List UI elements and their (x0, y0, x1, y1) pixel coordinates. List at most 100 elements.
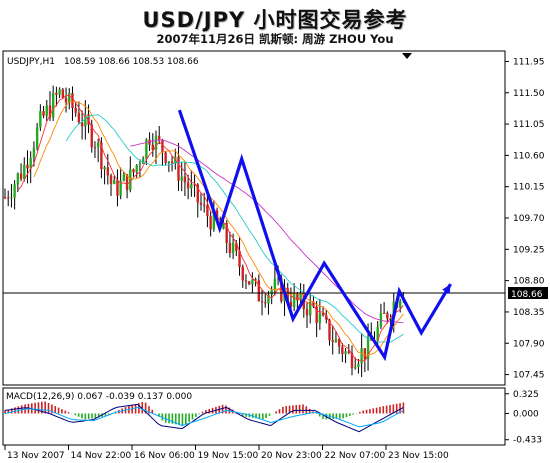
candle-body (170, 161, 174, 164)
time-tick-label: 14 Nov 22:00 (71, 451, 132, 461)
candle-body (84, 114, 87, 127)
candle-body (100, 142, 103, 170)
candle-body (71, 93, 74, 109)
forecast-arrow-icon (442, 284, 451, 295)
candle-body (273, 278, 277, 290)
candle-body (222, 222, 225, 229)
candle-body (325, 315, 328, 320)
candle-body (177, 156, 180, 181)
candle-body (350, 352, 354, 369)
candle-body (29, 158, 32, 169)
candle-body (93, 147, 97, 149)
candle-body (190, 184, 193, 189)
candle-body (186, 182, 190, 189)
price-tick-label: 108.35 (513, 308, 545, 318)
candle-body (389, 318, 392, 320)
candle-body (61, 89, 65, 98)
price-tick-label: 110.60 (513, 151, 545, 161)
candle-body (212, 210, 216, 230)
candle-body (48, 105, 52, 118)
candle-body (151, 144, 154, 150)
moving-average-line (130, 139, 404, 324)
candle-body (347, 351, 350, 353)
candle-body (260, 301, 264, 303)
chart-subtitle: 2007年11月26日 凯斯顿: 周游 ZHOU You (156, 32, 394, 46)
price-tick-label: 107.90 (513, 339, 545, 349)
annotation-layer (177, 109, 452, 362)
candle-body (315, 306, 318, 324)
candle-body (235, 242, 238, 251)
candle-body (68, 93, 71, 103)
candle-body (363, 348, 367, 360)
candle-body (135, 165, 138, 173)
candle-body (183, 176, 187, 183)
time-tick-label: 13 Nov 2007 (7, 451, 65, 461)
candle-body (16, 173, 20, 185)
candle-body (58, 89, 61, 95)
candle-body (158, 135, 161, 140)
candle-body (19, 173, 23, 179)
macd-tick-label: 0.325 (513, 390, 539, 400)
candle-body (122, 174, 126, 181)
candle-body (51, 92, 55, 118)
price-tick-label: 109.25 (513, 245, 545, 255)
candle-body (148, 139, 151, 145)
candle-body (193, 184, 196, 186)
price-tick-label: 110.15 (513, 183, 545, 193)
time-axis: 13 Nov 2007 14 Nov 22:00 16 Nov 06:00 19 No… (4, 445, 449, 461)
candle-body (206, 204, 209, 217)
candle-body (132, 169, 135, 173)
candle-body (125, 174, 129, 191)
candle-body (299, 292, 302, 301)
candle-body (309, 301, 312, 316)
candle-body (366, 336, 370, 360)
candle-body (23, 164, 26, 179)
candle-body (280, 277, 283, 302)
candle-body (238, 250, 241, 268)
time-tick-label: 20 Nov 23:00 (261, 451, 322, 461)
price-tick-label: 111.50 (513, 89, 545, 99)
price-tick-label: 108.80 (513, 277, 545, 287)
candle-body (360, 348, 363, 364)
candle-body (270, 289, 273, 295)
candle-body (382, 312, 386, 314)
ohlc-label: 108.59 108.66 108.53 108.66 (64, 57, 199, 67)
candle-body (145, 139, 148, 159)
candle-body (45, 105, 48, 116)
macd-layer (4, 401, 405, 433)
candle-body (161, 139, 164, 153)
candle-body (341, 346, 344, 355)
candle-body (141, 158, 145, 164)
candle-body (74, 108, 77, 113)
candle-body (276, 277, 280, 279)
candle-body (80, 122, 84, 127)
candle-body (113, 180, 116, 184)
candle-body (35, 127, 39, 148)
candle-body (318, 313, 322, 324)
candle-body (3, 197, 7, 199)
candle-body (376, 326, 379, 341)
moving-averages-layer (17, 95, 404, 362)
candle-body (357, 363, 360, 367)
candle-body (39, 111, 42, 128)
chart-title: USD/JPY 小时图交易参考 (142, 8, 408, 32)
time-tick-label: 23 Nov 15:00 (388, 451, 449, 461)
price-panel (2, 50, 506, 386)
price-tick-label: 111.95 (513, 57, 545, 67)
candle-body (267, 294, 270, 304)
candle-body (386, 313, 389, 319)
candle-body (116, 180, 119, 196)
candle-body (164, 152, 167, 163)
candle-body (264, 302, 267, 304)
candle-body (312, 301, 315, 307)
price-tick-label: 111.05 (513, 120, 545, 130)
current-price-box (508, 287, 548, 299)
candle-body (254, 279, 257, 281)
candle-body (96, 142, 100, 148)
candle-body (334, 339, 338, 343)
macd-line (4, 403, 404, 433)
candle-body (7, 197, 10, 199)
candle-body (296, 293, 299, 301)
period-marker-icon (402, 53, 412, 59)
price-axis: 111.95 111.50 111.05 110.60 110.15 109.70 109.… (505, 57, 545, 381)
